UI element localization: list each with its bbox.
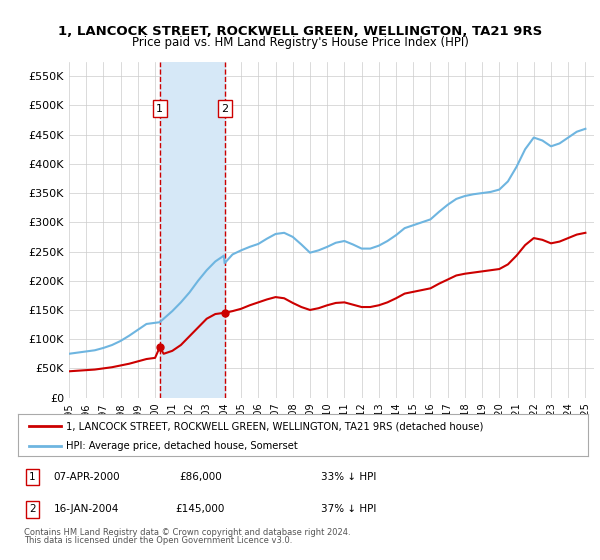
Text: Contains HM Land Registry data © Crown copyright and database right 2024.: Contains HM Land Registry data © Crown c… xyxy=(24,528,350,536)
Text: 07-APR-2000: 07-APR-2000 xyxy=(53,472,120,482)
Text: HPI: Average price, detached house, Somerset: HPI: Average price, detached house, Some… xyxy=(67,441,298,451)
Text: 2: 2 xyxy=(29,505,35,515)
Text: 1: 1 xyxy=(29,472,35,482)
Text: 1, LANCOCK STREET, ROCKWELL GREEN, WELLINGTON, TA21 9RS (detached house): 1, LANCOCK STREET, ROCKWELL GREEN, WELLI… xyxy=(67,421,484,431)
Text: Price paid vs. HM Land Registry's House Price Index (HPI): Price paid vs. HM Land Registry's House … xyxy=(131,36,469,49)
Text: £145,000: £145,000 xyxy=(176,505,225,515)
Text: 1, LANCOCK STREET, ROCKWELL GREEN, WELLINGTON, TA21 9RS: 1, LANCOCK STREET, ROCKWELL GREEN, WELLI… xyxy=(58,25,542,38)
Text: 33% ↓ HPI: 33% ↓ HPI xyxy=(321,472,376,482)
Text: 37% ↓ HPI: 37% ↓ HPI xyxy=(321,505,376,515)
Text: This data is licensed under the Open Government Licence v3.0.: This data is licensed under the Open Gov… xyxy=(24,536,292,545)
Text: 1: 1 xyxy=(156,104,163,114)
Text: 2: 2 xyxy=(221,104,228,114)
Bar xyxy=(160,62,224,398)
Text: £86,000: £86,000 xyxy=(179,472,222,482)
Text: 16-JAN-2004: 16-JAN-2004 xyxy=(54,505,119,515)
